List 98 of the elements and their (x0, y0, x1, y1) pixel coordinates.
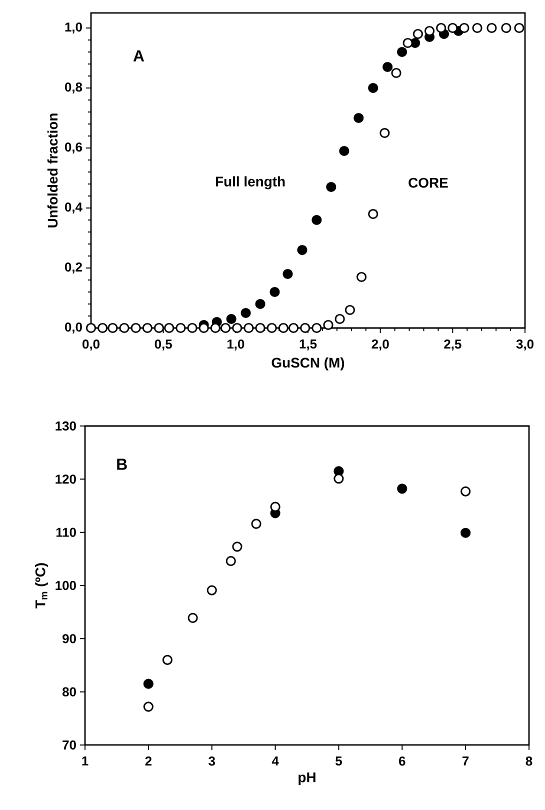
point (251, 518, 262, 529)
y-tick-label: 0,6 (64, 142, 82, 154)
point (334, 314, 345, 324)
x-tick-label: 6 (399, 756, 406, 766)
x-tick-label: 8 (526, 756, 532, 766)
point (354, 112, 364, 124)
point (210, 322, 220, 334)
text: Full length (216, 176, 285, 190)
point (368, 82, 378, 94)
point (326, 182, 336, 192)
x-tick-label: 1,0 (227, 340, 244, 351)
point (143, 702, 154, 712)
x-tick-label: 0,5 (154, 340, 172, 351)
point (356, 272, 367, 282)
point (397, 484, 408, 494)
point (472, 22, 482, 34)
point (232, 542, 242, 552)
point (282, 268, 293, 280)
point (344, 304, 356, 316)
point (198, 322, 209, 334)
x-tick-label: 3 (208, 756, 215, 766)
point (108, 322, 118, 334)
point (226, 314, 236, 324)
x-tick-label: 1,5 (300, 340, 317, 350)
y-tick-label: 110 (56, 528, 76, 537)
y-tick-label: 130 (56, 421, 76, 431)
point (130, 322, 141, 334)
point (86, 322, 96, 334)
point (119, 322, 130, 334)
point (226, 556, 236, 566)
x-tick-label: 7 (462, 756, 469, 766)
x-tick-label: 5 (336, 756, 342, 766)
x-tick-label: 3,0 (516, 340, 534, 351)
point (460, 528, 471, 538)
point (220, 322, 231, 334)
point (143, 678, 154, 689)
point (312, 214, 322, 226)
x-tick-label: 2,0 (372, 340, 389, 351)
point (391, 68, 402, 78)
point (206, 585, 217, 596)
point (459, 22, 470, 34)
point (278, 322, 288, 334)
point (448, 22, 458, 34)
point (380, 128, 390, 138)
point (460, 486, 471, 496)
point (486, 22, 497, 34)
point (255, 298, 266, 310)
y-tick-label: 90 (62, 634, 76, 644)
point (339, 146, 350, 156)
point (232, 322, 242, 334)
point (396, 46, 408, 58)
point (288, 322, 299, 334)
y-tick-label: 0,4 (64, 202, 82, 214)
y-tick-label: 120 (56, 474, 76, 484)
x-axis-title: GuSCN (M) (272, 357, 344, 370)
point (501, 22, 512, 34)
x-tick-label: 4 (272, 756, 279, 766)
point (187, 322, 198, 334)
point (164, 322, 174, 334)
y-tick-label: 80 (62, 687, 76, 696)
point (368, 208, 378, 220)
point (162, 654, 173, 665)
x-tick-label: 1 (82, 756, 88, 766)
point (244, 322, 254, 334)
point (98, 322, 108, 334)
y-tick-label: 0,0 (64, 322, 82, 334)
y-tick-label: 100 (56, 580, 76, 590)
y-tick-label: 0,2 (64, 262, 82, 274)
point (402, 38, 413, 48)
point (300, 322, 310, 334)
text: CORE (408, 178, 448, 188)
y-tick-label: 0,8 (64, 82, 82, 94)
y-axis-title: Unfolded fraction (47, 114, 58, 228)
point (334, 474, 344, 484)
x-tick-label: 0,0 (82, 340, 100, 351)
point (270, 286, 280, 298)
x-tick-label: 2,5 (444, 340, 462, 351)
point (142, 322, 152, 334)
point (323, 320, 334, 330)
annotation: B (117, 458, 127, 470)
point (270, 502, 280, 512)
point (255, 322, 266, 334)
y-tick-label: 70 (62, 740, 76, 750)
y-axis-title: T$_{m}$ (ºC) (35, 563, 48, 608)
point (176, 322, 186, 334)
point (312, 322, 322, 334)
point (412, 28, 423, 40)
point (188, 612, 198, 623)
point (436, 22, 446, 34)
x-axis-title: pH (298, 772, 316, 786)
point (266, 322, 277, 334)
point (240, 308, 251, 318)
point (154, 322, 164, 334)
annotation: A (133, 50, 144, 62)
point (297, 244, 308, 256)
y-tick-label: 1,0 (65, 22, 82, 34)
x-tick-label: 2 (145, 756, 152, 766)
point (382, 62, 393, 72)
